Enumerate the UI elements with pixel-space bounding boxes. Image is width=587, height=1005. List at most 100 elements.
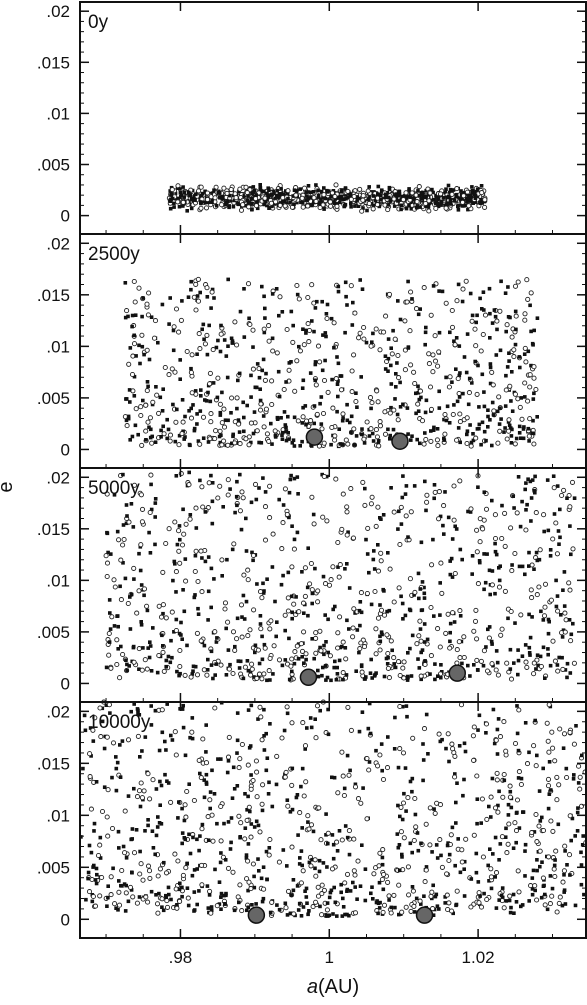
data-point	[292, 537, 297, 542]
data-point	[332, 201, 337, 205]
data-point	[224, 354, 229, 358]
data-point	[355, 897, 359, 901]
data-point	[507, 783, 513, 789]
data-point	[262, 707, 266, 712]
data-point	[399, 203, 404, 208]
data-point	[439, 663, 443, 667]
data-point	[287, 515, 291, 520]
data-point	[280, 437, 285, 441]
data-point	[289, 594, 294, 599]
y-tick-label-0y: .015	[37, 53, 70, 72]
data-point	[331, 856, 336, 861]
data-point	[547, 901, 553, 907]
data-point	[138, 361, 142, 366]
y-tick-label-10000y: .005	[37, 858, 70, 877]
data-point	[120, 884, 124, 888]
data-point	[105, 904, 109, 908]
data-point	[299, 784, 303, 789]
data-point	[331, 607, 335, 612]
data-point	[368, 194, 372, 198]
data-point	[301, 629, 307, 635]
data-point	[486, 627, 490, 632]
data-point	[550, 745, 556, 751]
data-point	[474, 190, 479, 194]
data-point	[244, 817, 250, 823]
data-point	[408, 362, 414, 368]
data-point	[377, 880, 382, 885]
data-point	[549, 729, 555, 735]
data-point	[404, 704, 409, 708]
data-point	[434, 437, 440, 443]
data-point	[238, 835, 242, 840]
data-point	[268, 678, 272, 682]
data-point	[436, 731, 442, 737]
data-point	[116, 624, 120, 629]
data-point	[416, 184, 422, 190]
data-point	[343, 330, 347, 335]
scatter-points-2500y	[122, 276, 540, 449]
data-point	[290, 339, 296, 345]
data-point	[457, 395, 462, 399]
data-point	[310, 637, 314, 641]
data-point	[290, 441, 295, 445]
data-point	[384, 765, 391, 771]
data-point	[196, 439, 201, 443]
data-point	[207, 370, 213, 376]
data-point	[313, 198, 319, 204]
data-point	[110, 740, 117, 746]
data-point	[460, 286, 466, 292]
data-point	[482, 891, 486, 896]
data-point	[226, 820, 231, 824]
data-point	[336, 379, 340, 383]
data-point	[237, 900, 241, 905]
data-point	[432, 333, 438, 339]
data-point	[512, 740, 519, 747]
data-point	[173, 439, 178, 444]
data-point	[248, 834, 254, 840]
data-point	[260, 368, 264, 373]
data-point	[121, 561, 125, 565]
data-point	[460, 661, 464, 666]
data-point	[422, 661, 428, 668]
data-point	[398, 829, 404, 835]
data-point	[475, 797, 480, 801]
data-point	[359, 663, 364, 667]
data-point	[108, 711, 112, 715]
data-point	[124, 658, 128, 662]
panel-label-10000y: 10000y	[88, 712, 151, 733]
data-point	[280, 520, 286, 526]
data-point	[506, 417, 512, 423]
data-point	[82, 713, 87, 718]
data-point	[164, 895, 168, 899]
data-point	[343, 203, 347, 208]
data-point	[321, 440, 327, 446]
data-point	[561, 868, 567, 874]
data-point	[529, 830, 535, 836]
data-point	[389, 486, 393, 490]
data-point	[389, 905, 394, 910]
data-point	[407, 187, 411, 191]
data-point	[312, 857, 318, 863]
data-point	[188, 735, 192, 740]
data-point	[345, 441, 351, 447]
data-point	[197, 346, 203, 352]
data-point	[107, 640, 112, 644]
data-point	[369, 494, 375, 500]
data-point	[199, 589, 205, 595]
data-point	[257, 589, 264, 595]
data-point	[172, 559, 177, 564]
data-point	[285, 711, 290, 716]
data-point	[386, 356, 391, 361]
data-point	[131, 278, 137, 285]
data-point	[490, 642, 494, 646]
data-point	[545, 907, 550, 912]
data-point	[385, 665, 391, 671]
data-point	[376, 439, 381, 443]
data-point	[547, 619, 551, 624]
data-point	[327, 913, 332, 918]
data-point	[417, 898, 423, 904]
data-point	[195, 352, 199, 356]
data-point	[373, 523, 379, 529]
data-point	[262, 189, 266, 194]
data-point	[339, 882, 343, 887]
